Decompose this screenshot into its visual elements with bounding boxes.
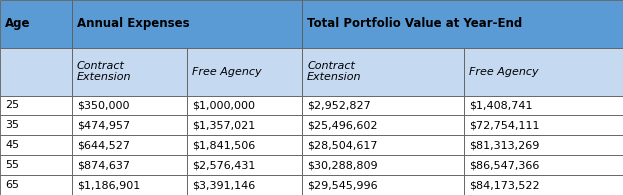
Text: Age: Age (5, 17, 31, 30)
Bar (0, 0, 72, 48)
Bar (302, 48, 464, 96)
Bar (302, 175, 464, 195)
Text: $28,504,617: $28,504,617 (307, 140, 378, 150)
Text: $86,547,366: $86,547,366 (469, 160, 540, 170)
Text: $874,637: $874,637 (77, 160, 130, 170)
Bar (187, 48, 302, 96)
Bar (187, 135, 302, 155)
Bar (302, 96, 464, 115)
Text: 65: 65 (5, 180, 19, 190)
Bar (187, 115, 302, 135)
Bar (72, 48, 187, 96)
Bar (0, 96, 72, 115)
Bar (72, 135, 187, 155)
Bar (72, 0, 302, 48)
Bar (0, 175, 72, 195)
Text: Annual Expenses: Annual Expenses (77, 17, 189, 30)
Bar (72, 115, 187, 135)
Bar (72, 155, 187, 175)
Text: 55: 55 (5, 160, 19, 170)
Text: $84,173,522: $84,173,522 (469, 180, 540, 190)
Text: $2,576,431: $2,576,431 (192, 160, 255, 170)
Bar (0, 48, 72, 96)
Bar (72, 96, 187, 115)
Text: $72,754,111: $72,754,111 (469, 120, 540, 130)
Text: $1,186,901: $1,186,901 (77, 180, 140, 190)
Text: Free Agency: Free Agency (469, 67, 539, 77)
Bar (302, 155, 464, 175)
Text: $350,000: $350,000 (77, 100, 129, 111)
Bar (464, 48, 623, 96)
Bar (464, 96, 623, 115)
Text: $81,313,269: $81,313,269 (469, 140, 540, 150)
Text: $3,391,146: $3,391,146 (192, 180, 255, 190)
Bar (302, 135, 464, 155)
Bar (464, 115, 623, 135)
Bar (302, 0, 623, 48)
Text: Total Portfolio Value at Year-End: Total Portfolio Value at Year-End (307, 17, 523, 30)
Text: $1,841,506: $1,841,506 (192, 140, 255, 150)
Bar (464, 155, 623, 175)
Text: $1,000,000: $1,000,000 (192, 100, 255, 111)
Text: $2,952,827: $2,952,827 (307, 100, 371, 111)
Text: 25: 25 (5, 100, 19, 111)
Text: $1,408,741: $1,408,741 (469, 100, 533, 111)
Text: 35: 35 (5, 120, 19, 130)
Text: $25,496,602: $25,496,602 (307, 120, 378, 130)
Text: Free Agency: Free Agency (192, 67, 262, 77)
Text: $30,288,809: $30,288,809 (307, 160, 378, 170)
Text: $474,957: $474,957 (77, 120, 130, 130)
Bar (72, 175, 187, 195)
Bar (0, 155, 72, 175)
Text: Contract
Extension: Contract Extension (307, 61, 361, 82)
Bar (302, 115, 464, 135)
Text: $29,545,996: $29,545,996 (307, 180, 378, 190)
Text: 45: 45 (5, 140, 19, 150)
Text: Contract
Extension: Contract Extension (77, 61, 131, 82)
Bar (464, 175, 623, 195)
Bar (464, 135, 623, 155)
Text: $644,527: $644,527 (77, 140, 130, 150)
Bar (187, 155, 302, 175)
Text: $1,357,021: $1,357,021 (192, 120, 255, 130)
Bar (187, 175, 302, 195)
Bar (0, 135, 72, 155)
Bar (187, 96, 302, 115)
Bar (0, 115, 72, 135)
